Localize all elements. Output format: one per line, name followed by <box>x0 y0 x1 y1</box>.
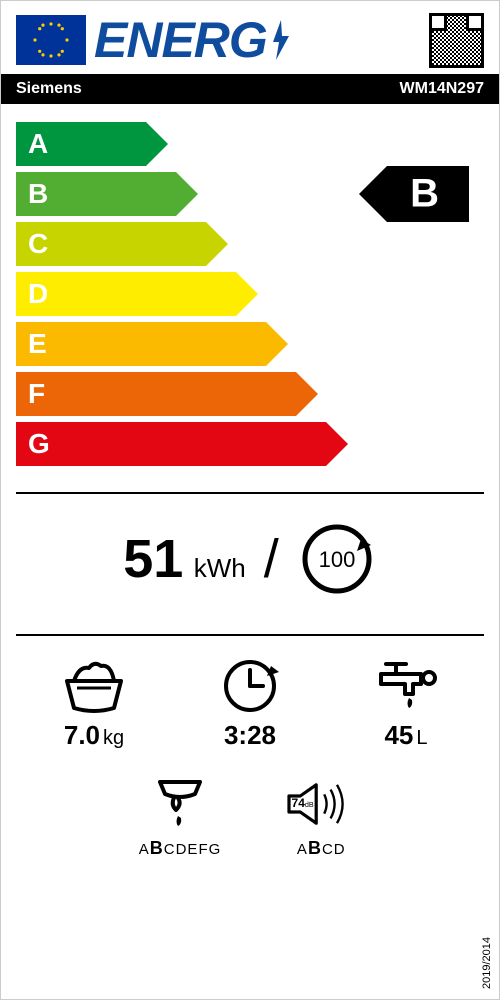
scale-letter-f: F <box>28 378 45 410</box>
model-label: WM14N297 <box>400 80 484 98</box>
scale-row-g: G <box>16 422 484 466</box>
cycles-value: 100 <box>318 547 355 572</box>
specs-row-1: 7.0kg 3:28 45L <box>1 646 499 756</box>
capacity-value-row: 7.0kg <box>64 720 124 751</box>
spin-dry-icon <box>140 774 220 834</box>
scale-row-c: C <box>16 222 484 266</box>
regulation-label: 2019/2014 <box>481 937 493 989</box>
scale-row-f: F <box>16 372 484 416</box>
kwh-unit: kWh <box>194 553 246 583</box>
scale-letter-e: E <box>28 328 47 360</box>
water-spec: 45L <box>371 656 441 751</box>
capacity-value: 7.0 <box>64 720 100 750</box>
rating-letter: B <box>410 172 439 217</box>
scale-arrow-g <box>16 422 348 466</box>
divider-2 <box>16 634 484 636</box>
manufacturer-label: Siemens <box>16 80 82 98</box>
divider-1 <box>16 492 484 494</box>
capacity-spec: 7.0kg <box>59 656 129 751</box>
svg-text:74dB: 74dB <box>292 796 314 810</box>
capacity-unit: kg <box>103 727 124 749</box>
energy-title-text: ENERG <box>94 11 267 69</box>
water-value-row: 45L <box>384 720 427 751</box>
scale-arrow-f <box>16 372 318 416</box>
consumption-row: 51 kWh / 100 <box>1 504 499 624</box>
kwh-value: 51 <box>123 529 183 589</box>
spin-class-spec: ABCDEFG <box>139 774 222 859</box>
header-row: ENERG <box>1 1 499 74</box>
scale-arrow-e <box>16 322 288 366</box>
laundry-basket-icon <box>59 656 129 714</box>
noise-class-scale: ABCD <box>297 838 346 859</box>
scale-letter-b: B <box>28 178 48 210</box>
scale-row-a: A <box>16 122 484 166</box>
scale-letter-g: G <box>28 428 50 460</box>
clock-icon <box>215 656 285 714</box>
efficiency-scale: ABBCDEFG <box>1 104 499 482</box>
slash-icon: / <box>264 528 279 590</box>
duration-value: 3:28 <box>224 720 276 750</box>
scale-letter-d: D <box>28 278 48 310</box>
duration-spec: 3:28 <box>215 656 285 751</box>
scale-arrow-d <box>16 272 258 316</box>
speaker-icon: 74dB <box>281 774 361 834</box>
scale-letter-c: C <box>28 228 48 260</box>
duration-value-row: 3:28 <box>224 720 276 751</box>
cycles-icon: 100 <box>297 519 377 599</box>
scale-row-e: E <box>16 322 484 366</box>
noise-class-spec: 74dB ABCD <box>281 774 361 859</box>
scale-row-b: BB <box>16 172 484 216</box>
tap-icon <box>371 656 441 714</box>
energy-title: ENERG <box>94 11 291 69</box>
specs-row-2: ABCDEFG 74dB ABCD <box>1 756 499 864</box>
spin-class-scale: ABCDEFG <box>139 838 222 859</box>
brand-bar: Siemens WM14N297 <box>1 74 499 104</box>
water-value: 45 <box>384 720 413 750</box>
eu-flag-icon <box>16 15 86 65</box>
scale-row-d: D <box>16 272 484 316</box>
rating-arrow: B <box>359 166 469 222</box>
consumption-value-block: 51 kWh <box>123 528 246 590</box>
lightning-icon <box>269 18 291 62</box>
water-unit: L <box>416 727 427 749</box>
qr-code-icon <box>429 13 484 68</box>
scale-letter-a: A <box>28 128 48 160</box>
